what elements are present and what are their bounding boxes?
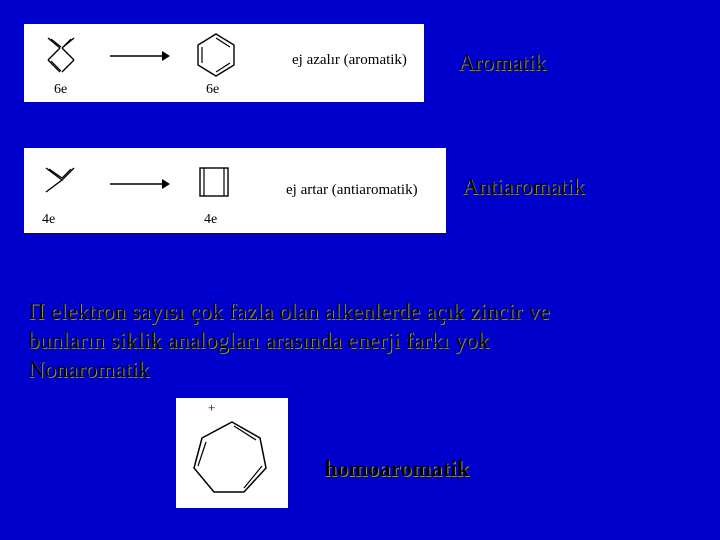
para-line2: bunların siklik analogları arasında ener…	[28, 328, 489, 353]
arrow-icon	[108, 48, 172, 64]
cyclobutadiene-icon	[194, 162, 236, 204]
main-paragraph: Π elektron sayısı çok fazla olan alkenle…	[28, 298, 692, 384]
label-aromatik: Aromatik	[458, 50, 546, 76]
panel1-note: ej azalır (aromatik)	[292, 52, 407, 69]
panel2-note: ej artar (antiaromatik)	[286, 182, 418, 199]
hexatriene-electron-count: 6e	[54, 82, 67, 98]
panel-homoaromatik: +	[176, 398, 288, 508]
butadiene-electron-count: 4e	[42, 212, 55, 228]
benzene-icon	[192, 30, 240, 80]
benzene-electron-count: 6e	[206, 82, 219, 98]
butadiene-icon	[40, 160, 96, 204]
pi-symbol: Π	[28, 299, 45, 324]
para-line1: elektron sayısı çok fazla olan alkenlerd…	[45, 299, 550, 324]
label-homoaromatik: homoaromatik	[324, 456, 469, 482]
panel-antiaromatik: 4e 4e ej artar (antiaromatik)	[24, 148, 446, 233]
panel-aromatik: 6e 6e ej azalır (aromatik)	[24, 24, 424, 102]
homoaromatic-ring-icon	[186, 414, 278, 502]
arrow-icon	[108, 176, 172, 192]
para-line3: Nonaromatik	[28, 357, 149, 382]
cyclobutadiene-electron-count: 4e	[204, 212, 217, 228]
label-antiaromatik: Antiaromatik	[462, 174, 585, 200]
hexatriene-icon	[42, 32, 94, 80]
